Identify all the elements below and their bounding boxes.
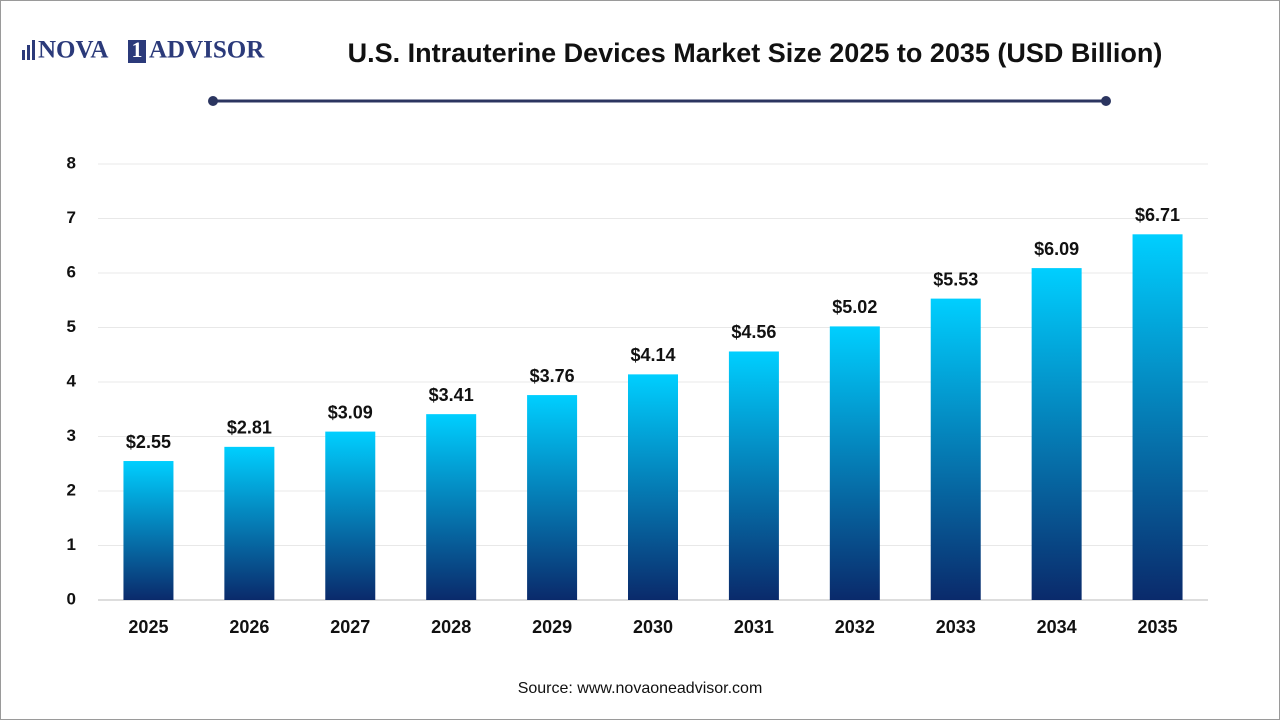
value-label: $5.02 — [832, 297, 877, 317]
y-tick-label: 4 — [67, 371, 77, 390]
x-tick-label: 2027 — [330, 617, 370, 637]
logo-left: NOVA — [38, 37, 108, 64]
value-label: $3.41 — [429, 385, 474, 405]
bar — [728, 351, 779, 600]
value-label: $3.09 — [328, 402, 373, 422]
logo-mark: 1 — [132, 37, 143, 62]
bar — [325, 431, 376, 600]
rule-dot — [1101, 96, 1111, 106]
x-tick-label: 2035 — [1138, 617, 1178, 637]
value-label: $5.53 — [933, 269, 978, 289]
y-tick-label: 1 — [67, 535, 76, 554]
value-label: $3.76 — [530, 366, 575, 386]
source: Source: www.novaoneadvisor.com — [518, 680, 763, 697]
bar — [123, 461, 174, 600]
bar — [1132, 234, 1183, 600]
bar — [224, 446, 275, 600]
y-tick-label: 5 — [67, 317, 76, 336]
bar — [930, 298, 981, 600]
value-label: $2.81 — [227, 418, 272, 438]
rule-dot — [208, 96, 218, 106]
bar — [426, 414, 477, 600]
y-tick-label: 7 — [67, 208, 76, 227]
y-tick-label: 6 — [67, 262, 76, 281]
y-tick-label: 8 — [67, 153, 76, 172]
y-tick-label: 3 — [67, 426, 76, 445]
x-tick-label: 2033 — [936, 617, 976, 637]
value-label: $2.55 — [126, 432, 171, 452]
x-tick-label: 2029 — [532, 617, 572, 637]
x-tick-label: 2031 — [734, 617, 774, 637]
value-label: $6.09 — [1034, 239, 1079, 259]
logo: NOVA 1 ADVISOR — [22, 37, 265, 64]
bar — [829, 326, 880, 600]
bar — [527, 395, 578, 600]
value-label: $6.71 — [1135, 205, 1180, 225]
y-tick-label: 2 — [67, 480, 76, 499]
y-tick-label: 0 — [67, 589, 76, 608]
bar — [1031, 268, 1082, 600]
value-label: $4.56 — [731, 322, 776, 342]
x-tick-label: 2025 — [128, 617, 168, 637]
x-tick-label: 2032 — [835, 617, 875, 637]
bar — [628, 374, 678, 600]
x-tick-label: 2034 — [1037, 617, 1077, 637]
chart-title: U.S. Intrauterine Devices Market Size 20… — [348, 38, 1163, 68]
value-label: $4.14 — [630, 345, 675, 365]
x-tick-label: 2026 — [229, 617, 269, 637]
x-tick-label: 2030 — [633, 617, 673, 637]
x-tick-label: 2028 — [431, 617, 471, 637]
logo-right: ADVISOR — [149, 37, 265, 64]
